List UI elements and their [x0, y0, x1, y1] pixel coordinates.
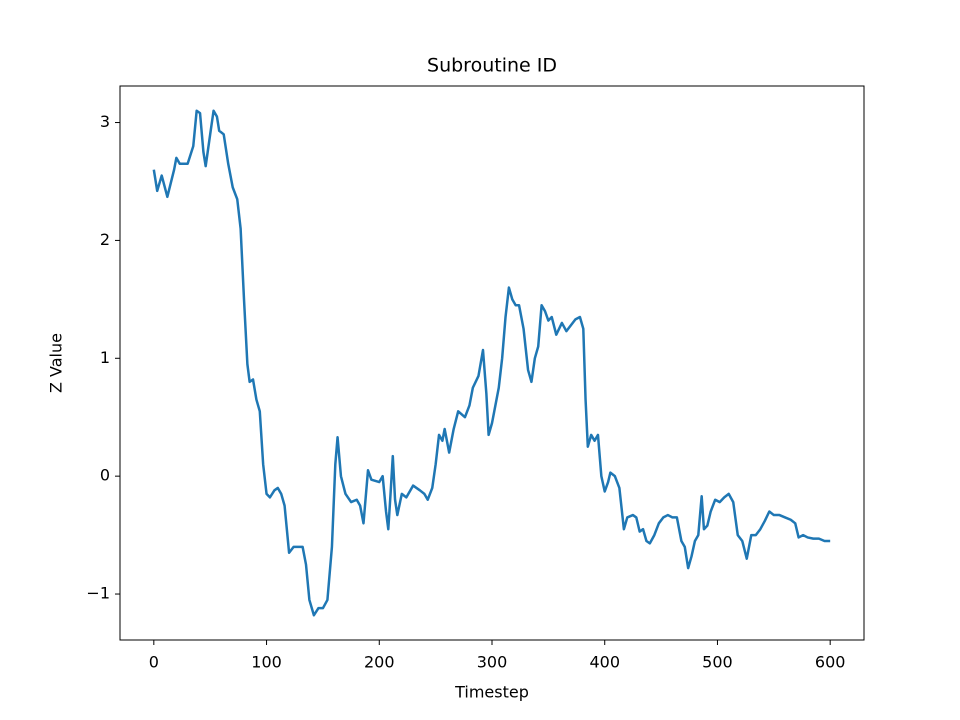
x-tick-label: 200 — [364, 653, 395, 672]
y-axis-label: Z Value — [47, 333, 66, 393]
y-tick-label: 1 — [100, 348, 110, 367]
x-tick-label: 400 — [589, 653, 620, 672]
x-tick-label: 300 — [477, 653, 508, 672]
y-tick-label: −1 — [86, 584, 110, 603]
plot-frame — [119, 85, 865, 641]
x-axis-label: Timestep — [454, 683, 529, 702]
x-tick-label: 0 — [149, 653, 159, 672]
chart-title: Subroutine ID — [427, 55, 557, 77]
data-line — [152, 109, 831, 617]
x-tick-label: 500 — [702, 653, 733, 672]
y-tick-label: 0 — [100, 466, 110, 485]
y-tick-label: 3 — [100, 112, 110, 131]
y-tick-label: 2 — [100, 230, 110, 249]
x-tick-label: 600 — [815, 653, 846, 672]
x-tick-label: 100 — [251, 653, 282, 672]
